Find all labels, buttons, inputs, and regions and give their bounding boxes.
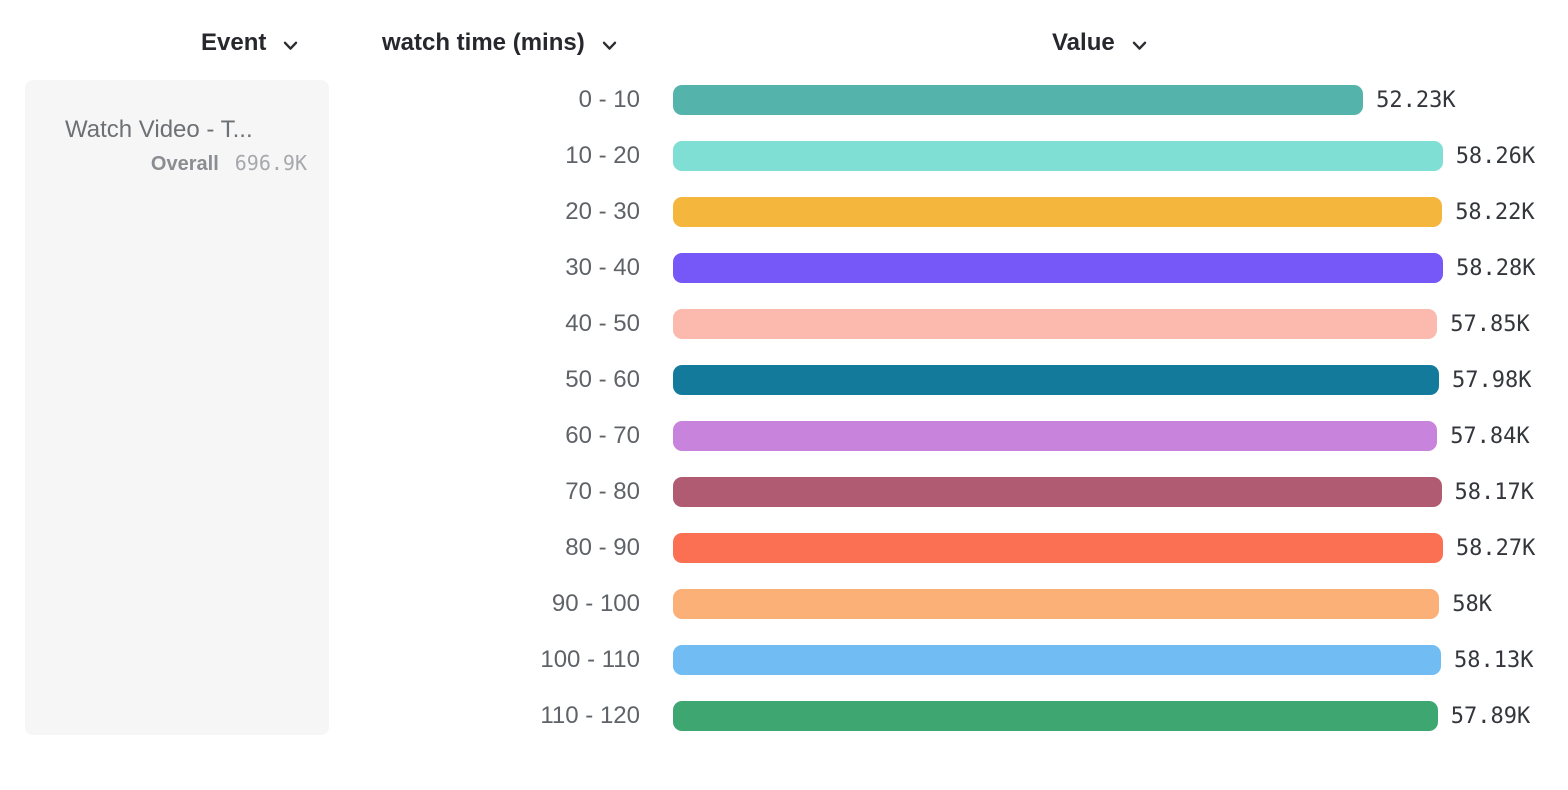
bar-area: 58.26K bbox=[673, 141, 1535, 171]
overall-row: Overall 696.9K bbox=[25, 151, 307, 176]
bar-area: 58K bbox=[673, 589, 1492, 619]
bar-segment[interactable] bbox=[673, 85, 1364, 115]
category-label: 90 - 100 bbox=[551, 590, 640, 617]
value-label: 52.23K bbox=[1376, 87, 1456, 113]
chevron-down-icon bbox=[1132, 41, 1147, 51]
category-label: 50 - 60 bbox=[565, 366, 640, 393]
bar-row: 60 - 70 57.84K bbox=[0, 408, 1568, 464]
bar-row: 0 - 10 52.23K bbox=[0, 72, 1568, 128]
bar-segment[interactable] bbox=[673, 365, 1439, 395]
bar-row: 70 - 80 58.17K bbox=[0, 464, 1568, 520]
overall-label: Overall bbox=[150, 153, 219, 175]
bar-segment[interactable] bbox=[673, 197, 1443, 227]
bar-segment[interactable] bbox=[673, 589, 1440, 619]
bar-area: 58.22K bbox=[673, 197, 1535, 227]
event-column-label: Event bbox=[201, 29, 267, 56]
value-label: 58K bbox=[1452, 591, 1493, 617]
event-column-dropdown[interactable]: Event bbox=[201, 26, 298, 60]
bar-segment[interactable] bbox=[673, 701, 1438, 731]
bar-row: 40 - 50 57.85K bbox=[0, 296, 1568, 352]
category-label: 20 - 30 bbox=[565, 198, 640, 225]
bar-row: 100 - 110 58.13K bbox=[0, 632, 1568, 688]
bar-area: 52.23K bbox=[673, 85, 1456, 115]
bar-row: 30 - 40 58.28K bbox=[0, 240, 1568, 296]
value-label: 58.17K bbox=[1454, 479, 1534, 505]
category-label: 60 - 70 bbox=[565, 422, 640, 449]
bar-segment[interactable] bbox=[673, 421, 1438, 451]
bar-segment[interactable] bbox=[673, 645, 1441, 675]
category-label: 80 - 90 bbox=[565, 534, 640, 561]
value-label: 58.26K bbox=[1455, 143, 1536, 169]
value-label: 58.28K bbox=[1456, 255, 1536, 281]
bar-area: 57.85K bbox=[673, 309, 1530, 339]
category-label: 30 - 40 bbox=[565, 254, 640, 281]
value-label: 57.85K bbox=[1450, 311, 1530, 337]
value-column-dropdown[interactable]: Value bbox=[1052, 26, 1147, 60]
value-label: 57.89K bbox=[1450, 703, 1531, 729]
overall-value: 696.9K bbox=[234, 151, 307, 175]
bar-segment[interactable] bbox=[673, 309, 1438, 339]
category-label: 10 - 20 bbox=[565, 142, 640, 169]
category-label: 100 - 110 bbox=[540, 646, 640, 673]
value-label: 58.27K bbox=[1455, 535, 1536, 561]
bar-segment[interactable] bbox=[673, 141, 1443, 171]
category-label: 70 - 80 bbox=[565, 478, 640, 505]
value-column-label: Value bbox=[1052, 29, 1115, 56]
category-label: 110 - 120 bbox=[540, 702, 640, 729]
bar-row: 20 - 30 58.22K bbox=[0, 184, 1568, 240]
bar-area: 58.28K bbox=[673, 253, 1535, 283]
bar-area: 58.27K bbox=[673, 533, 1535, 563]
category-label: 0 - 10 bbox=[578, 86, 640, 113]
bar-segment[interactable] bbox=[673, 477, 1442, 507]
breakdown-column-label: watch time (mins) bbox=[382, 29, 585, 56]
bar-chart: 0 - 10 52.23K 10 - 20 58.26K 20 - 30 58.… bbox=[0, 72, 1568, 744]
breakdown-column-dropdown[interactable]: watch time (mins) bbox=[382, 26, 617, 60]
chevron-down-icon bbox=[602, 41, 617, 51]
event-name-label: Watch Video - T... bbox=[65, 116, 253, 143]
bar-area: 58.17K bbox=[673, 477, 1534, 507]
bar-row: 10 - 20 58.26K bbox=[0, 128, 1568, 184]
value-label: 58.22K bbox=[1455, 199, 1535, 225]
bar-row: 80 - 90 58.27K bbox=[0, 520, 1568, 576]
bar-area: 57.89K bbox=[673, 701, 1530, 731]
event-legend-card[interactable]: Watch Video - T... Overall 696.9K bbox=[25, 80, 329, 735]
bar-area: 58.13K bbox=[673, 645, 1533, 675]
bar-row: 90 - 100 58K bbox=[0, 576, 1568, 632]
bar-row: 50 - 60 57.98K bbox=[0, 352, 1568, 408]
bar-area: 57.84K bbox=[673, 421, 1530, 451]
value-label: 57.98K bbox=[1452, 367, 1532, 393]
value-label: 57.84K bbox=[1450, 423, 1530, 449]
chevron-down-icon bbox=[283, 41, 298, 51]
bar-row: 110 - 120 57.89K bbox=[0, 688, 1568, 744]
category-label: 40 - 50 bbox=[565, 310, 640, 337]
bar-segment[interactable] bbox=[673, 533, 1443, 563]
bar-area: 57.98K bbox=[673, 365, 1531, 395]
value-label: 58.13K bbox=[1454, 647, 1534, 673]
bar-segment[interactable] bbox=[673, 253, 1443, 283]
